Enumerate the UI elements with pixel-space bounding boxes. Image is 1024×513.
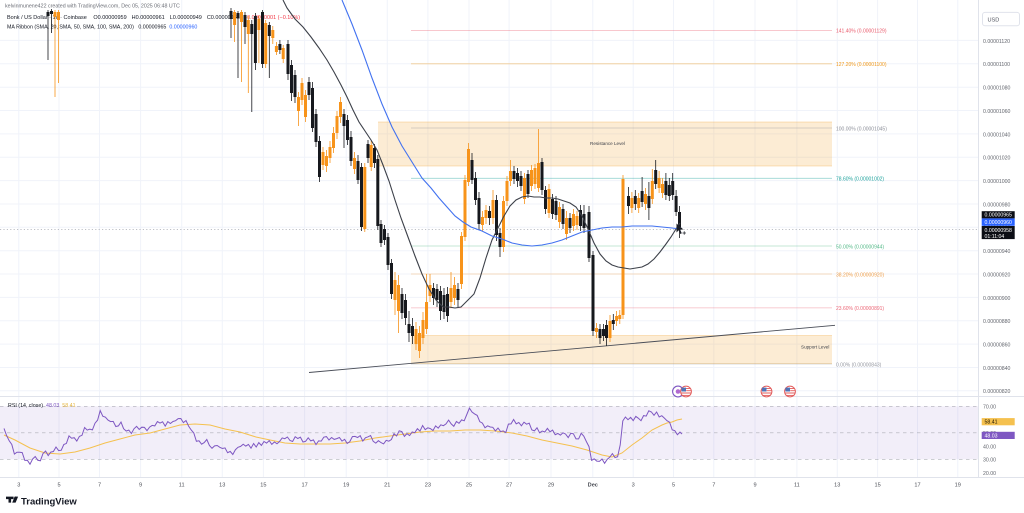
svg-text:17: 17 (301, 483, 307, 489)
svg-text:5: 5 (672, 483, 675, 489)
svg-text:0.00000960: 0.00000960 (985, 220, 1013, 226)
svg-text:01:11:04: 01:11:04 (985, 234, 1005, 240)
svg-text:5: 5 (57, 483, 60, 489)
svg-text:19: 19 (343, 483, 349, 489)
svg-text:11: 11 (179, 483, 185, 489)
svg-text:MA Ribbon (SMA, 20, SMA, 50, S: MA Ribbon (SMA, 20, SMA, 50, SMA, 100, S… (7, 25, 197, 31)
svg-text:3: 3 (17, 483, 20, 489)
svg-text:48.03: 48.03 (985, 433, 998, 439)
svg-text:15: 15 (260, 483, 266, 489)
svg-text:141.40% (0.00001129): 141.40% (0.00001129) (836, 29, 887, 35)
svg-text:19: 19 (955, 483, 961, 489)
svg-text:7: 7 (712, 483, 715, 489)
svg-text:0.00000820: 0.00000820 (983, 389, 1011, 395)
svg-text:78.60% (0.00001002): 78.60% (0.00001002) (836, 177, 884, 183)
svg-text:Bonk / US Dollar · 1h · Coinba: Bonk / US Dollar · 1h · Coinbase O0.0000… (7, 15, 300, 21)
svg-text:0.00001000: 0.00001000 (983, 179, 1011, 185)
svg-text:23: 23 (425, 483, 431, 489)
svg-text:23.60% (0.00000891): 23.60% (0.00000891) (836, 306, 884, 312)
svg-text:58.41: 58.41 (985, 420, 998, 426)
svg-text:25: 25 (466, 483, 472, 489)
svg-text:17: 17 (914, 483, 920, 489)
svg-text:USD: USD (988, 17, 1000, 23)
svg-text:Support Level: Support Level (801, 345, 829, 350)
svg-text:0.00001100: 0.00001100 (983, 62, 1010, 68)
svg-text:0.00001040: 0.00001040 (983, 132, 1011, 138)
svg-text:TradingView: TradingView (21, 497, 77, 508)
svg-text:9: 9 (753, 483, 756, 489)
svg-text:20.00: 20.00 (983, 471, 996, 477)
svg-text:9: 9 (139, 483, 142, 489)
svg-text:0.00000880: 0.00000880 (983, 319, 1011, 325)
svg-text:kelvinmunene422 created with T: kelvinmunene422 created with TradingView… (5, 4, 180, 10)
svg-text:0.00001080: 0.00001080 (983, 86, 1011, 92)
svg-text:Resistance Level: Resistance Level (590, 141, 625, 146)
svg-text:0.00000958: 0.00000958 (985, 228, 1013, 234)
svg-text:0.00% (0.00000843): 0.00% (0.00000843) (836, 362, 882, 368)
svg-text:0.00000840: 0.00000840 (983, 366, 1011, 372)
svg-text:0.00000900: 0.00000900 (983, 296, 1011, 302)
svg-text:0.00000980: 0.00000980 (983, 202, 1011, 208)
svg-text:0.00001020: 0.00001020 (983, 156, 1011, 162)
svg-text:0.00001060: 0.00001060 (983, 109, 1011, 115)
svg-text:15: 15 (874, 483, 880, 489)
svg-text:100.00% (0.00001045): 100.00% (0.00001045) (836, 126, 887, 132)
svg-text:0.00001120: 0.00001120 (983, 39, 1010, 45)
svg-text:50.00% (0.00000944): 50.00% (0.00000944) (836, 244, 884, 250)
svg-text:40.00: 40.00 (983, 444, 996, 450)
svg-text:13: 13 (219, 483, 225, 489)
svg-text:Dec: Dec (588, 483, 598, 489)
svg-text:70.00: 70.00 (983, 405, 996, 411)
svg-text:38.20% (0.00000920): 38.20% (0.00000920) (836, 272, 884, 278)
svg-text:3: 3 (632, 483, 635, 489)
svg-text:0.00000940: 0.00000940 (983, 249, 1011, 255)
svg-text:0.00000965: 0.00000965 (985, 212, 1013, 218)
svg-text:21: 21 (384, 483, 390, 489)
svg-text:29: 29 (548, 483, 554, 489)
svg-text:0.00000920: 0.00000920 (983, 272, 1011, 278)
svg-text:30.00: 30.00 (983, 458, 996, 464)
svg-text:13: 13 (834, 483, 840, 489)
svg-text:7: 7 (98, 483, 101, 489)
svg-text:27: 27 (506, 483, 512, 489)
svg-text:127.20% (0.00001100): 127.20% (0.00001100) (836, 62, 887, 68)
svg-text:0.00000860: 0.00000860 (983, 343, 1011, 349)
svg-text:11: 11 (794, 483, 800, 489)
